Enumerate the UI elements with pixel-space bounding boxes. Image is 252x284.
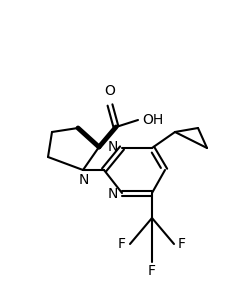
Text: F: F: [118, 237, 126, 251]
Text: N: N: [108, 140, 118, 154]
Text: F: F: [178, 237, 186, 251]
Text: N: N: [108, 187, 118, 201]
Text: O: O: [105, 84, 115, 98]
Text: OH: OH: [142, 113, 163, 127]
Text: F: F: [148, 264, 156, 278]
Text: N: N: [79, 173, 89, 187]
